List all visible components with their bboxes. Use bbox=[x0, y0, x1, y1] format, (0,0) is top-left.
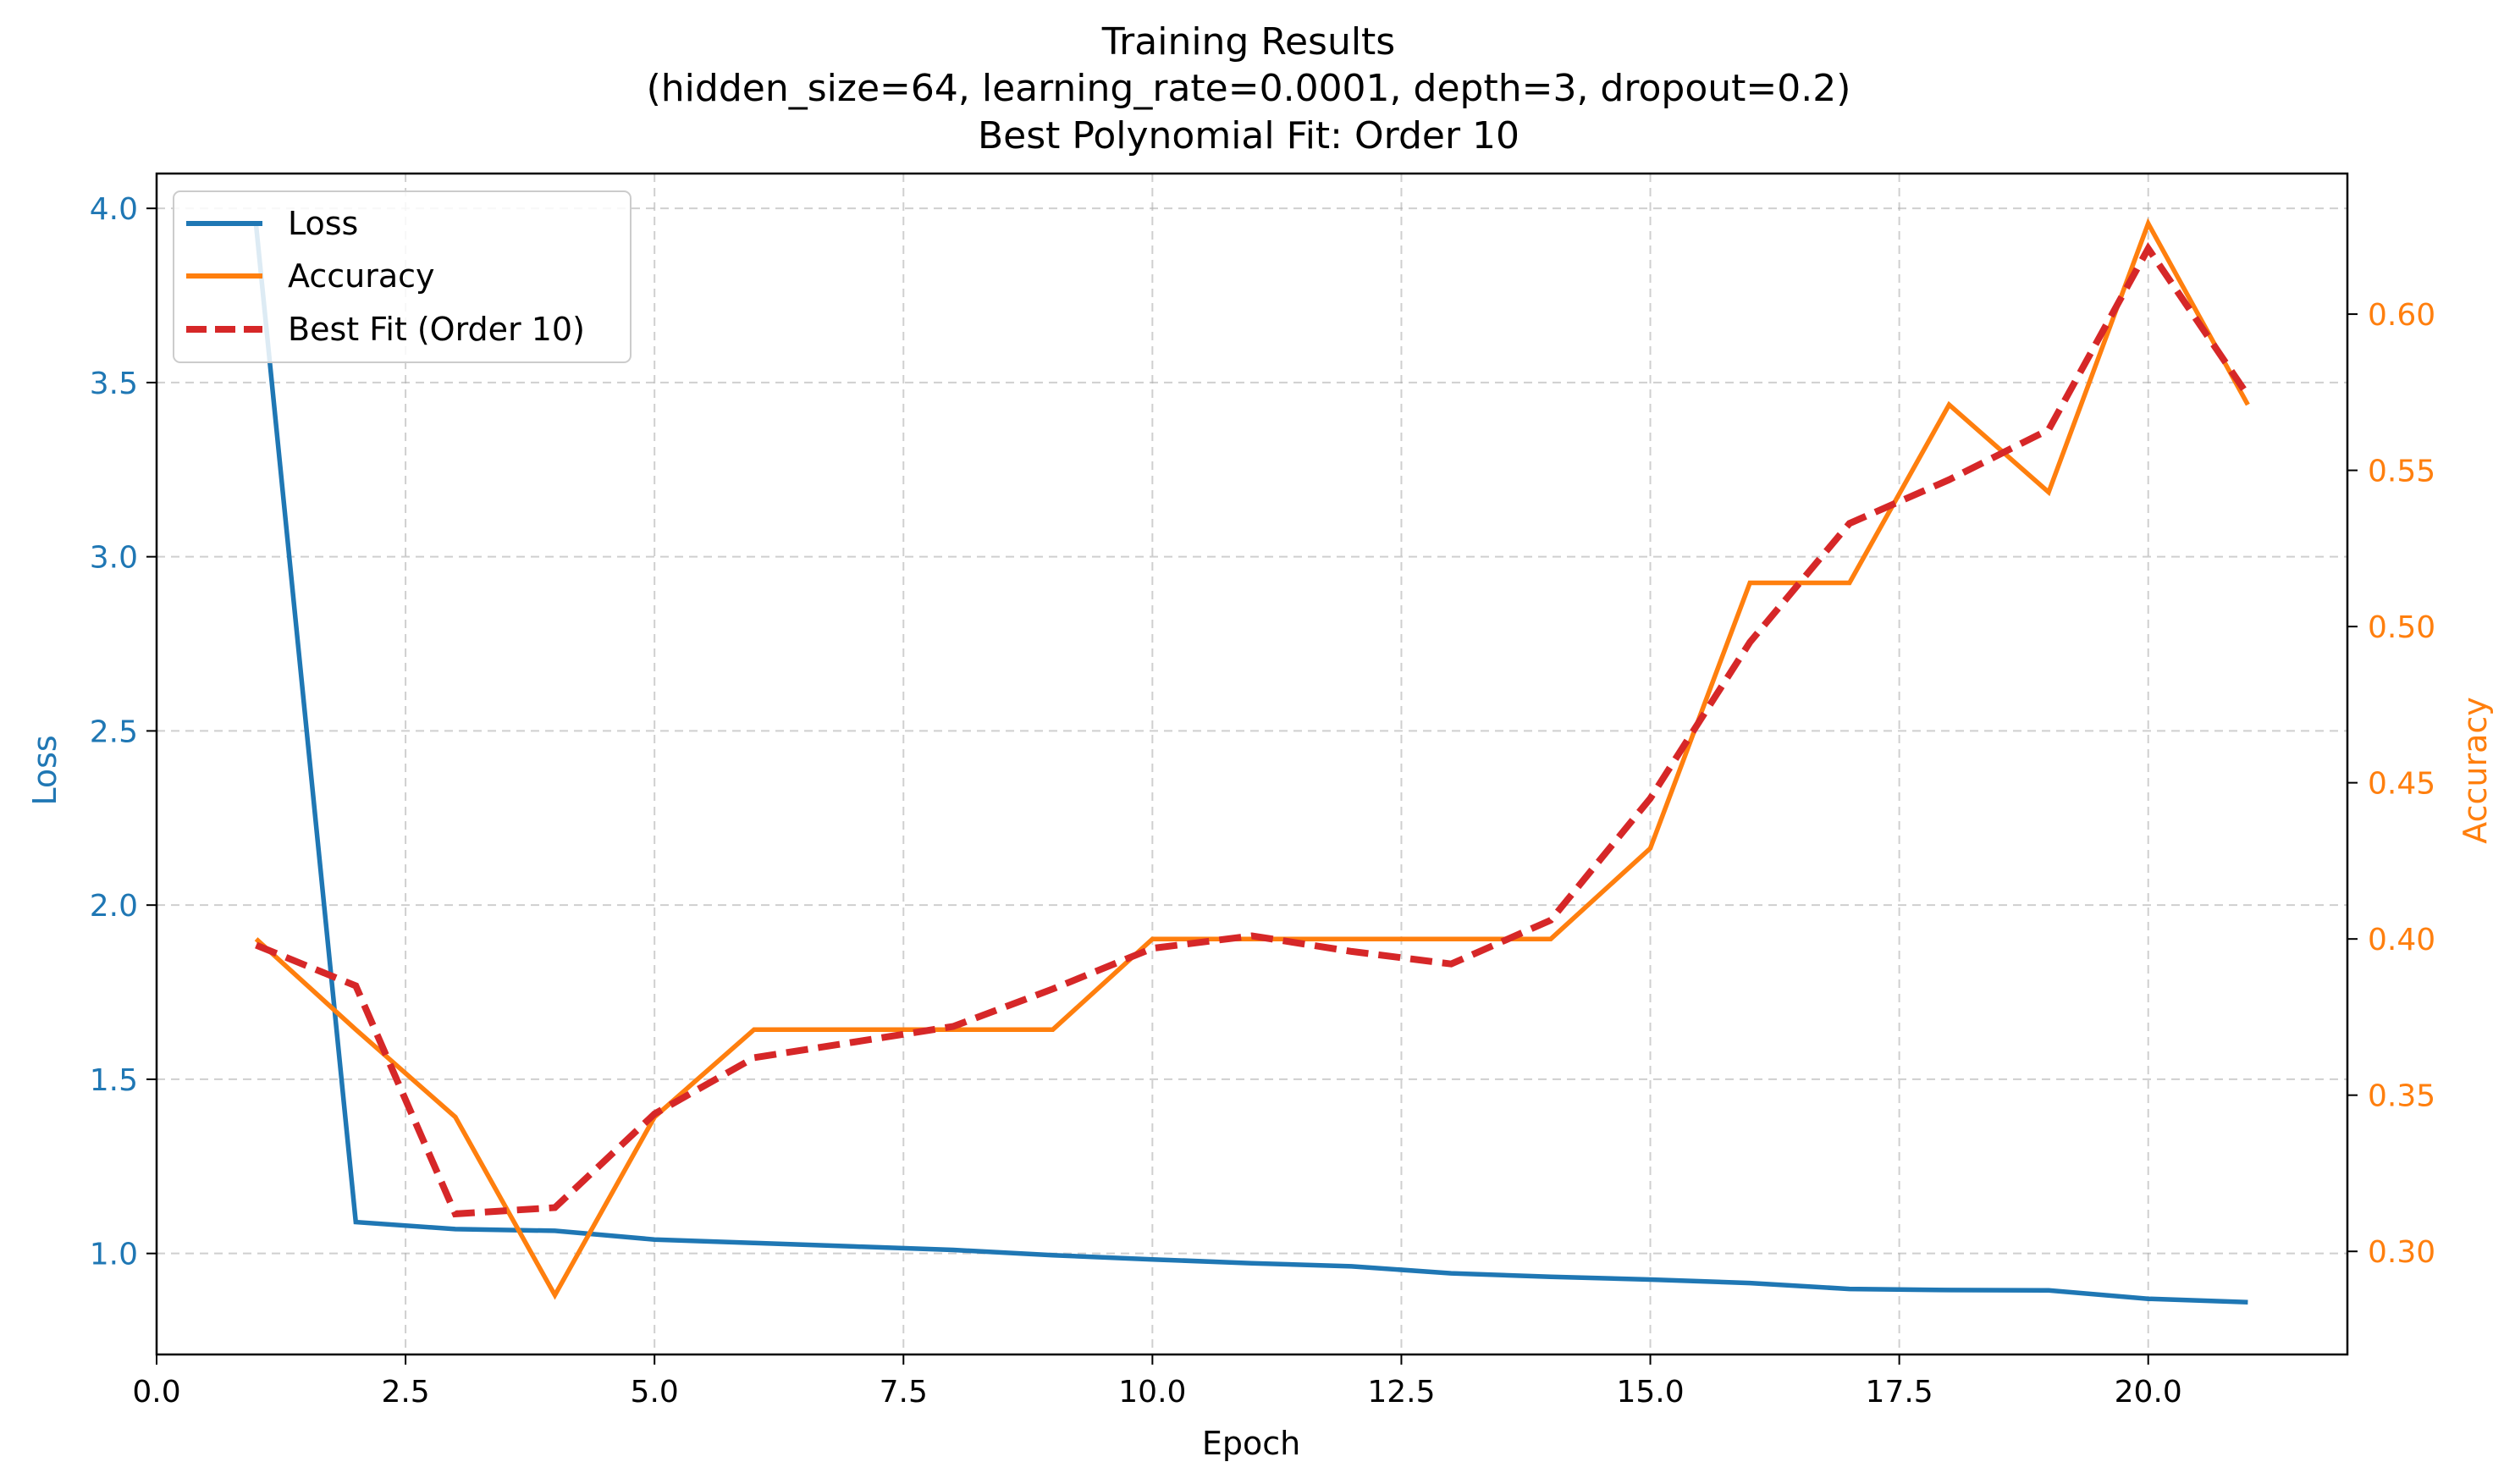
x-tick-label: 2.5 bbox=[381, 1375, 429, 1410]
y-left-tick-label: 2.0 bbox=[90, 889, 138, 924]
series-layer bbox=[253, 218, 2251, 1305]
legend-label-best-fit: Best Fit (Order 10) bbox=[288, 311, 585, 348]
x-tick-label: 5.0 bbox=[631, 1375, 679, 1410]
y-left-tick-label: 1.0 bbox=[90, 1238, 138, 1272]
y-axis-left-label: Loss bbox=[26, 735, 63, 805]
y-left-tick-label: 3.0 bbox=[90, 541, 138, 576]
x-tick-label: 0.0 bbox=[132, 1375, 180, 1410]
y-right-tick-label: 0.60 bbox=[2368, 298, 2435, 333]
y-left-tick-label: 1.5 bbox=[90, 1063, 138, 1098]
y-right-tick-label: 0.55 bbox=[2368, 455, 2435, 489]
y-left-tick-label: 3.5 bbox=[90, 367, 138, 401]
chart-title-line-2: (hidden_size=64, learning_rate=0.0001, d… bbox=[647, 67, 1851, 110]
plot-frame bbox=[155, 172, 2349, 1356]
best-fit-line bbox=[255, 241, 2251, 1218]
legend: Loss Accuracy Best Fit (Order 10) bbox=[173, 190, 632, 363]
legend-label-accuracy: Accuracy bbox=[288, 257, 435, 295]
y-left-tick-label: 2.5 bbox=[90, 714, 138, 749]
ticks-layer: 0.0 2.5 5.0 7.5 10.0 12.5 15.0 17.5 20.0 1.0 1.5 2.… bbox=[90, 192, 2435, 1410]
legend-frame bbox=[173, 190, 632, 363]
y-left-tick-label: 4.0 bbox=[90, 192, 138, 227]
x-tick-label: 10.0 bbox=[1118, 1375, 1186, 1410]
legend-label-loss: Loss bbox=[288, 205, 358, 242]
axes-layer bbox=[155, 172, 2349, 1356]
x-tick-label: 7.5 bbox=[880, 1375, 928, 1410]
chart-title-line-3: Best Polynomial Fit: Order 10 bbox=[978, 114, 1519, 157]
x-tick-label: 17.5 bbox=[1866, 1375, 1933, 1410]
grid-layer bbox=[156, 174, 2347, 1354]
x-tick-label: 20.0 bbox=[2115, 1375, 2182, 1410]
y-right-tick-label: 0.30 bbox=[2368, 1235, 2435, 1270]
x-axis-label: Epoch bbox=[1202, 1425, 1300, 1462]
y-right-tick-label: 0.35 bbox=[2368, 1079, 2435, 1114]
y-right-tick-label: 0.45 bbox=[2368, 767, 2435, 802]
x-tick-label: 12.5 bbox=[1367, 1375, 1435, 1410]
y-right-tick-label: 0.40 bbox=[2368, 923, 2435, 957]
y-right-tick-label: 0.50 bbox=[2368, 610, 2435, 645]
y-axis-right-label: Accuracy bbox=[2457, 697, 2494, 844]
x-tick-label: 15.0 bbox=[1616, 1375, 1684, 1410]
chart-title-line-1: Training Results bbox=[1101, 20, 1395, 63]
